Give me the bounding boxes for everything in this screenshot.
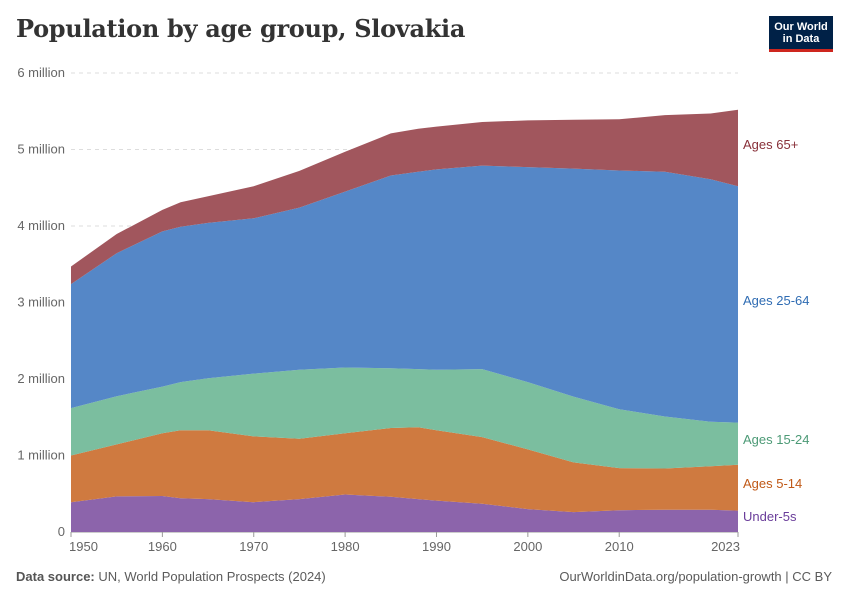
y-tick-label: 4 million [17,218,65,233]
y-axis-ticks: 0 1 million 2 million 3 million 4 million 5 m… [17,65,65,539]
series-label[interactable]: Ages 5-14 [743,476,802,491]
x-tick-label: 1950 [69,539,98,554]
source-text[interactable]: UN, World Population Prospects (2024) [98,569,326,584]
area-ages-5-14[interactable] [71,427,738,513]
y-tick-label: 3 million [17,295,65,310]
x-axis-ticks: 1950 1960 1970 1980 1990 2000 2010 2023 [69,532,740,554]
area-ages-25-64[interactable] [71,165,738,423]
logo-line-1: Our World [774,21,828,33]
footer-source: Data source: UN, World Population Prospe… [16,569,326,584]
logo-line-2: in Data [782,33,820,45]
area-series [71,109,738,533]
area-ages-65-[interactable] [71,109,738,285]
series-label[interactable]: Ages 15-24 [743,432,810,447]
x-tick-label: 1990 [422,539,451,554]
y-tick-label: 2 million [17,371,65,386]
footer-url[interactable]: OurWorldinData.org/population-growth | C… [559,569,832,584]
x-tick-label: 1980 [331,539,360,554]
x-tick-label: 2000 [513,539,542,554]
x-tick-label: 1970 [239,539,268,554]
y-tick-label: 5 million [17,142,65,157]
owid-logo[interactable]: Our World in Data [769,16,833,52]
source-label: Data source: [16,569,95,584]
chart-title: Population by age group, Slovakia [16,14,466,43]
area-under-5s[interactable] [71,494,738,533]
y-tick-label: 1 million [17,448,65,463]
y-tick-label: 6 million [17,65,65,80]
x-tick-label: 1960 [148,539,177,554]
x-tick-label: 2010 [605,539,634,554]
series-label[interactable]: Ages 25-64 [743,293,810,308]
series-label[interactable]: Under-5s [743,509,797,524]
area-ages-15-24[interactable] [71,367,738,469]
series-label[interactable]: Ages 65+ [743,137,798,152]
series-labels: Under-5s Ages 5-14 Ages 15-24 Ages 25-64 Age… [743,137,810,524]
x-tick-label: 2023 [711,539,740,554]
y-tick-label: 0 [58,524,65,539]
